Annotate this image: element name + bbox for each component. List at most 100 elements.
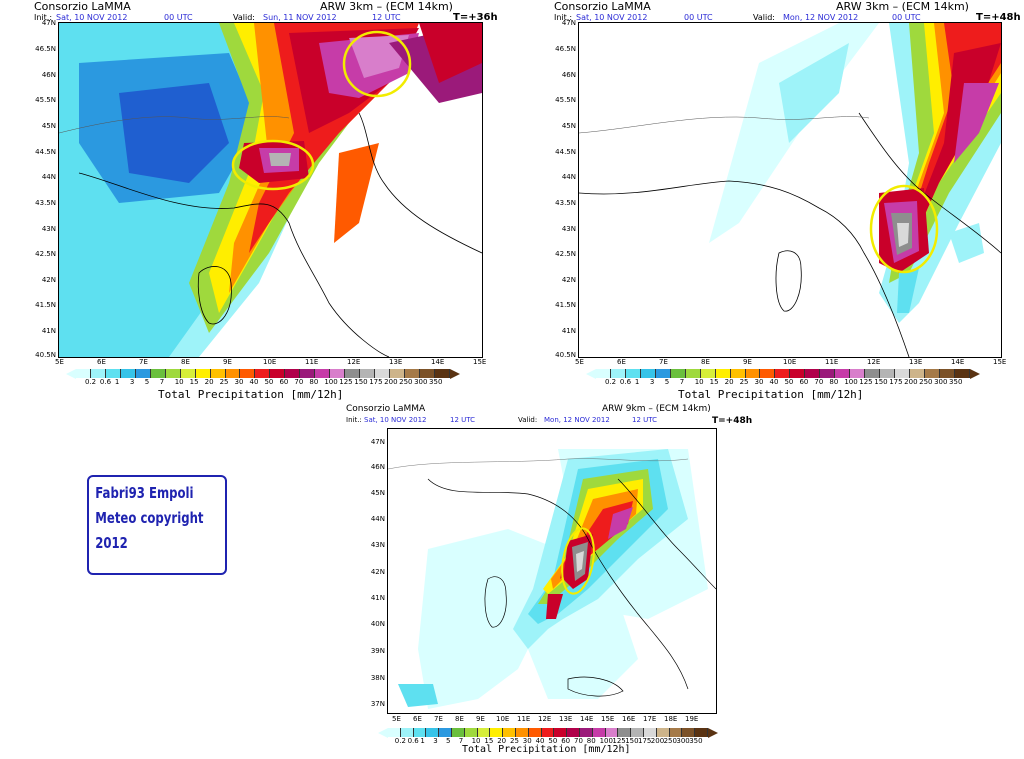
colorbar-min-arrow: [66, 369, 76, 379]
colorbar-tick-label: 125: [339, 378, 353, 386]
colorbar-tick-label: 25: [219, 378, 229, 386]
init-time: 00 UTC: [684, 13, 713, 22]
colorbar-swatch: [700, 369, 716, 378]
credit-line-1: Fabri93 Empoli: [95, 484, 194, 502]
lat-label: 40N: [370, 620, 385, 628]
lon-label: 11E: [517, 715, 531, 723]
colorbar-swatch: [579, 728, 593, 737]
colorbar-swatch: [820, 369, 836, 378]
valid-time: 12 UTC: [632, 416, 658, 424]
lon-label: 12E: [867, 358, 881, 366]
lead-time: T=+48h: [976, 12, 1021, 23]
colorbar-tick-label: 40: [535, 737, 545, 745]
init-label: Init.:: [346, 416, 362, 424]
colorbar-tick-label: 175: [638, 737, 652, 745]
lat-label: 46N: [561, 71, 576, 79]
colorbar-swatch: [464, 728, 478, 737]
colorbar-swatch: [490, 728, 504, 737]
colorbar-swatch: [255, 369, 271, 378]
colorbar: [76, 369, 450, 378]
colorbar-tick-label: 10: [471, 737, 481, 745]
colorbar-tick-label: 3: [129, 378, 135, 386]
model-label: ARW 3km – (ECM 14km): [320, 0, 453, 13]
colorbar-tick-label: 3: [433, 737, 438, 745]
colorbar-title: Total Precipitation [mm/12h]: [678, 388, 864, 401]
colorbar-swatch: [592, 728, 606, 737]
colorbar-swatch: [300, 369, 316, 378]
lon-label: 5E: [575, 358, 584, 366]
colorbar-tick-label: 350: [949, 378, 963, 386]
colorbar-swatch: [413, 728, 427, 737]
colorbar-swatch: [285, 369, 301, 378]
lat-label: 45.5N: [555, 96, 576, 104]
colorbar-max-arrow: [708, 728, 718, 738]
forecast-panel-1: Consorzio LaMMA ARW 3km – (ECM 14km) Ini…: [0, 0, 500, 401]
credit-line-3: 2012: [95, 534, 128, 552]
colorbar-labels: 0.2 0.6 1 3 5 7 10 15 20 25 30 40 50 60 70 80 100 125 150 1…: [596, 379, 970, 388]
forecast-panel-3: Consorzio LaMMA ARW 9km – (ECM 14km) Ini…: [340, 405, 760, 759]
lat-label: 44N: [370, 515, 385, 523]
lat-label: 41.5N: [35, 301, 56, 309]
colorbar-swatch: [924, 369, 940, 378]
colorbar-tick-label: 5: [144, 378, 150, 386]
colorbar: [388, 728, 708, 737]
colorbar-min-arrow: [378, 728, 388, 738]
colorbar-tick-label: 10: [174, 378, 184, 386]
lon-label: 11E: [825, 358, 839, 366]
valid-label: Valid:: [233, 13, 255, 22]
colorbar-tick-label: 7: [679, 378, 685, 386]
colorbar-swatch: [515, 728, 529, 737]
highlight-ellipse: [561, 527, 595, 595]
institution-label: Consorzio LaMMA: [34, 0, 131, 13]
colorbar-max-arrow: [450, 369, 460, 379]
colorbar-tick-label: 150: [874, 378, 888, 386]
colorbar-tick-label: 100: [844, 378, 858, 386]
lat-label: 41.5N: [555, 301, 576, 309]
lon-label: 19E: [685, 715, 699, 723]
colorbar-tick-label: 200: [384, 378, 398, 386]
colorbar-swatch: [360, 369, 376, 378]
lon-label: 14E: [951, 358, 965, 366]
init-date: Sat, 10 NOV 2012: [56, 13, 128, 22]
colorbar-tick-label: 5: [664, 378, 670, 386]
colorbar-swatch: [315, 369, 331, 378]
lon-label: 16E: [622, 715, 636, 723]
colorbar-swatch: [643, 728, 657, 737]
lat-label: 40.5N: [555, 351, 576, 359]
lon-label: 5E: [392, 715, 401, 723]
colorbar-swatch: [610, 369, 626, 378]
colorbar-tick-label: 10: [694, 378, 704, 386]
valid-date: Sun, 11 NOV 2012: [263, 13, 337, 22]
colorbar-tick-label: 60: [279, 378, 289, 386]
colorbar-tick-label: 100: [599, 737, 613, 745]
init-time: 12 UTC: [450, 416, 476, 424]
colorbar-tick-label: 70: [574, 737, 583, 745]
lon-label: 9E: [476, 715, 485, 723]
colorbar-tick-label: 0.6: [99, 378, 112, 386]
colorbar-swatch: [596, 369, 611, 378]
colorbar-tick-label: 50: [784, 378, 794, 386]
colorbar-tick-label: 7: [159, 378, 165, 386]
colorbar-swatch: [404, 369, 420, 378]
colorbar-tick-label: 250: [663, 737, 677, 745]
colorbar-swatch: [477, 728, 491, 737]
colorbar-swatch: [790, 369, 806, 378]
lat-label: 43N: [370, 541, 385, 549]
lat-label: 44N: [41, 173, 56, 181]
valid-date: Mon, 12 NOV 2012: [783, 13, 859, 22]
lon-label: 17E: [643, 715, 657, 723]
colorbar-swatch: [910, 369, 925, 378]
lat-label: 46N: [370, 463, 385, 471]
lat-label: 41N: [370, 594, 385, 602]
colorbar-swatch: [503, 728, 516, 737]
colorbar-tick-label: 15: [189, 378, 199, 386]
lat-label: 42N: [370, 568, 385, 576]
colorbar-tick-label: 40: [249, 378, 259, 386]
colorbar-swatch: [880, 369, 896, 378]
credit-box: Fabri93 Empoli Meteo copyright 2012: [87, 475, 227, 575]
lat-label: 43N: [561, 225, 576, 233]
lon-label: 5E: [55, 358, 64, 366]
colorbar-tick-label: 0.6: [407, 737, 419, 745]
lon-label: 8E: [181, 358, 190, 366]
lon-label: 12E: [347, 358, 361, 366]
